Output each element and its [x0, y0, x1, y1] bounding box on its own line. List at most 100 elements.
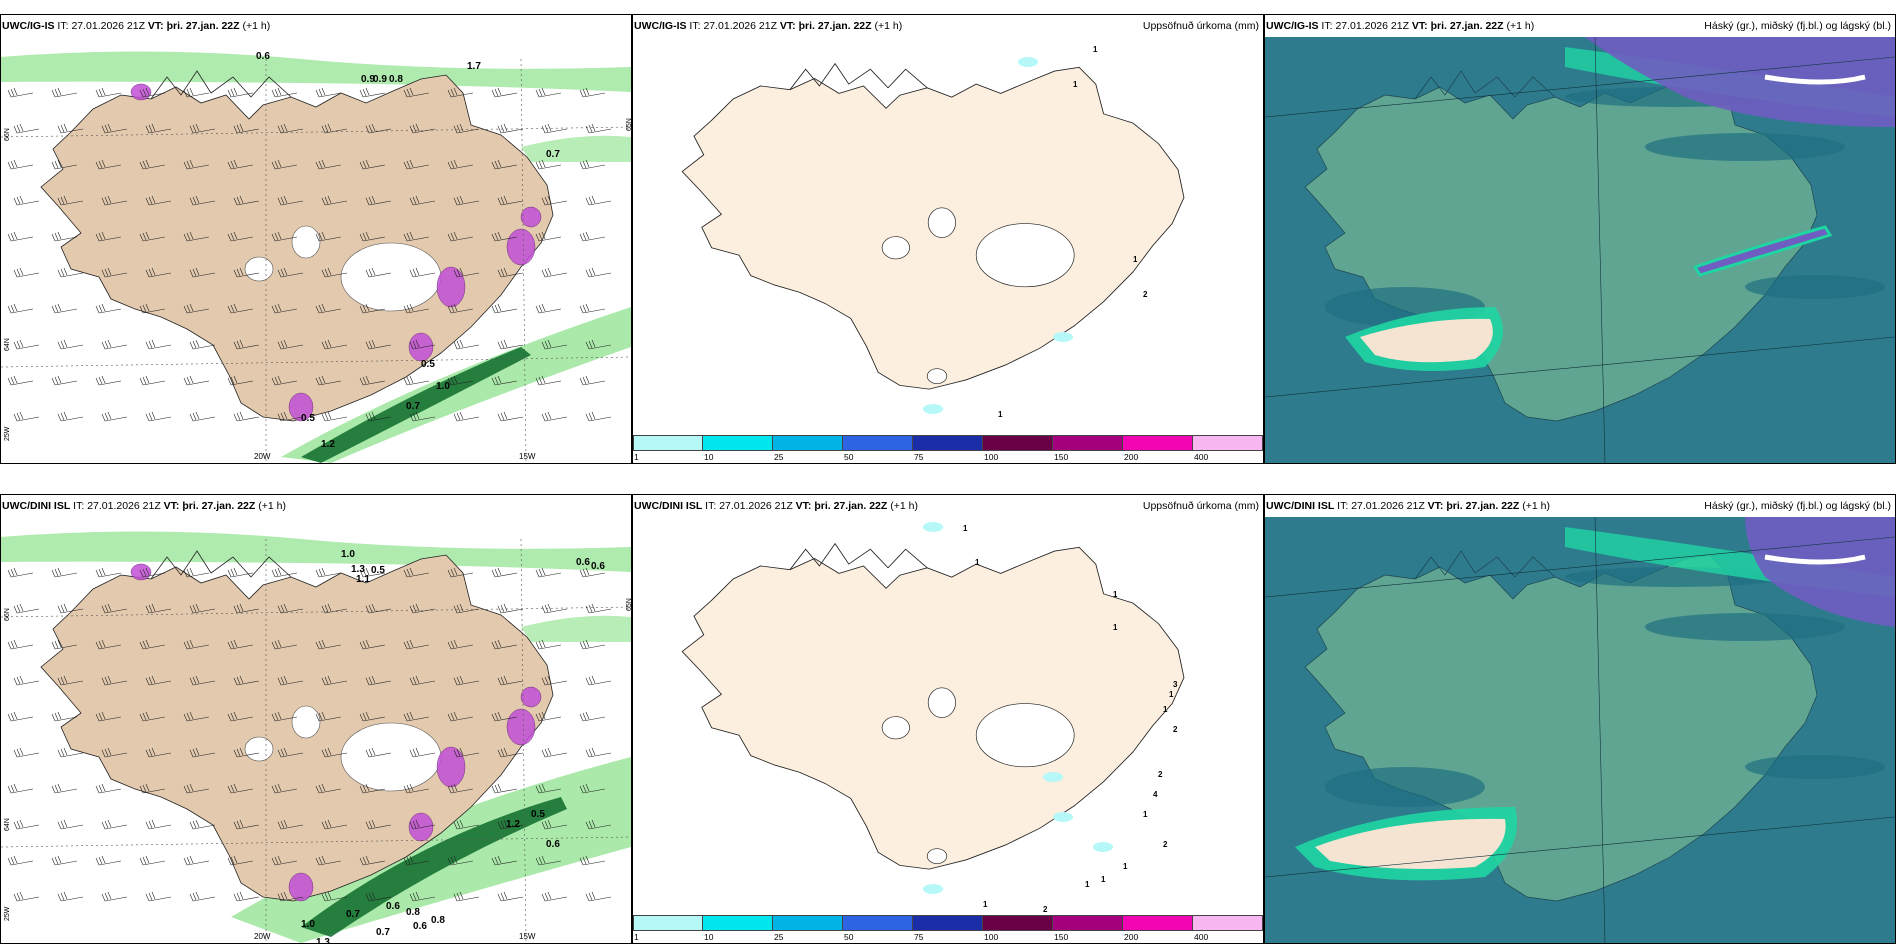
- wind-barb: [13, 267, 40, 278]
- vt-value: þri. 27.jan. 22Z: [814, 500, 888, 512]
- cloud-title: Háský (gr.), miðský (fj.bl.) og lágský (…: [1704, 500, 1891, 512]
- wind-barb: [51, 231, 78, 242]
- model-name: UWC/IG-IS: [634, 20, 687, 32]
- wind-barb: [233, 891, 260, 902]
- wind-value-label: 1.3: [316, 937, 330, 943]
- wind-value-label: 0.8: [431, 915, 445, 926]
- wind-value-label: 1.0: [436, 381, 450, 392]
- wind-barb: [535, 711, 562, 722]
- wind-barb: [101, 819, 128, 830]
- precip-value-label: 1: [983, 900, 988, 909]
- precip-value-label: 1: [1169, 690, 1174, 699]
- wind-barb: [497, 891, 524, 902]
- low-cloud-band: [1745, 755, 1885, 779]
- wind-barb: [403, 855, 430, 866]
- wind-barb: [585, 195, 612, 206]
- wind-barb: [13, 195, 40, 206]
- wind-barb: [57, 891, 84, 902]
- wind-barb: [365, 411, 392, 422]
- glacier-hofsjokull: [291, 705, 321, 739]
- wind-barb: [491, 855, 518, 866]
- wind-barb: [13, 747, 40, 758]
- wind-barb: [409, 339, 436, 350]
- graticule: [1, 538, 631, 943]
- wind-barb: [277, 819, 304, 830]
- wind-barb: [359, 231, 386, 242]
- wind-barb: [315, 711, 342, 722]
- wind-barb: [227, 639, 254, 650]
- iceland-group: [681, 542, 1185, 870]
- wind-barb: [101, 411, 128, 422]
- glacier-myrdalsjokull: [926, 848, 948, 864]
- precip-spot: [923, 884, 943, 894]
- colorbar-swatch: [913, 435, 983, 451]
- colorbar-swatch: [913, 915, 983, 931]
- panel-header: UWC/DINI ISL IT: 27.01.2026 21Z VT: þri.…: [633, 495, 1263, 517]
- wind-barb: [321, 411, 348, 422]
- lead-time: (+1 h): [242, 20, 271, 32]
- wind-barb: [579, 855, 606, 866]
- wind-barb: [321, 267, 348, 278]
- wind-barb: [491, 711, 518, 722]
- wind-barb: [315, 375, 342, 386]
- wind-barb: [409, 675, 436, 686]
- wind-barb: [315, 567, 342, 578]
- wind-barb: [183, 783, 210, 794]
- model-name: UWC/IG-IS: [1266, 20, 1319, 32]
- wind-barb: [453, 123, 480, 134]
- wind-barb: [7, 87, 34, 98]
- wind-precip-panel-row1: UWC/IG-IS IT: 27.01.2026 21Z VT: þri. 27…: [0, 14, 632, 464]
- wind-barb: [579, 231, 606, 242]
- wind-barb: [227, 783, 254, 794]
- colorbar-swatch: [1193, 435, 1263, 451]
- wind-barb: [497, 195, 524, 206]
- iceland-north-coast: [1414, 70, 1556, 100]
- wind-value-label: 0.5: [531, 809, 545, 820]
- wind-barb: [535, 567, 562, 578]
- glacier-langjokull: [881, 716, 910, 740]
- precip-value-label: 1: [1113, 590, 1118, 599]
- colorbar-tick-label: 150: [1054, 932, 1069, 942]
- wind-barb: [51, 303, 78, 314]
- iceland-group: [681, 62, 1185, 390]
- wind-value-label: 0.6: [546, 839, 560, 850]
- wind-barb: [497, 123, 524, 134]
- wind-barb: [13, 339, 40, 350]
- wind-barb: [101, 675, 128, 686]
- wind-barb: [277, 339, 304, 350]
- glacier-langjokull: [244, 256, 274, 282]
- cloud-map: [1265, 517, 1895, 943]
- wind-barb: [189, 603, 216, 614]
- cloud-title: Háský (gr.), miðský (fj.bl.) og lágský (…: [1704, 20, 1891, 32]
- precip-cell-magenta: [506, 708, 536, 746]
- wind-value-label: 0.5: [421, 359, 435, 370]
- wind-barb: [585, 675, 612, 686]
- graticule: [1265, 37, 1895, 463]
- wind-barb: [7, 639, 34, 650]
- wind-barb: [95, 303, 122, 314]
- wind-barb: [277, 603, 304, 614]
- wind-barb: [95, 231, 122, 242]
- precip-value-label: 1: [1143, 810, 1148, 819]
- colorbar-swatch: [633, 915, 703, 931]
- wind-barb: [57, 411, 84, 422]
- model-name: UWC/DINI ISL: [634, 500, 703, 512]
- low-cloud-band: [1745, 275, 1885, 299]
- precip-value-label: 3: [1173, 680, 1178, 689]
- wind-barb: [453, 747, 480, 758]
- wind-barb: [145, 195, 172, 206]
- it-value: 27.01.2026 21Z: [703, 20, 777, 32]
- wind-barb: [403, 375, 430, 386]
- wind-barb: [271, 783, 298, 794]
- wind-barb: [365, 747, 392, 758]
- wind-barb: [227, 711, 254, 722]
- wind-barb: [453, 411, 480, 422]
- longitude-label: 15W: [519, 452, 536, 461]
- wind-barb: [453, 891, 480, 902]
- wind-barb: [7, 711, 34, 722]
- wind-barb: [227, 375, 254, 386]
- wind-barb: [579, 711, 606, 722]
- model-name: UWC/DINI ISL: [2, 500, 71, 512]
- wind-barb: [277, 891, 304, 902]
- precip-value-label: 1: [963, 524, 968, 533]
